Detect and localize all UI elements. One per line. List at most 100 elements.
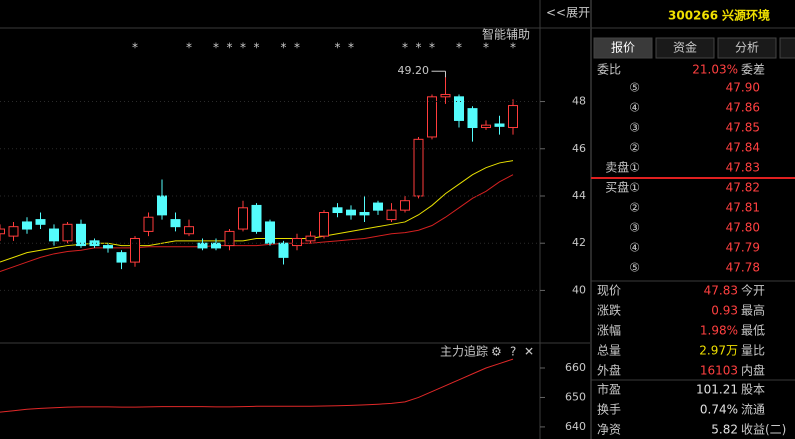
ratio-value: 21.03%: [692, 63, 738, 77]
signal-marker: *: [227, 41, 233, 55]
order-level: ⑤: [629, 261, 640, 275]
candle-body: [292, 237, 302, 247]
stat-value: 16103: [700, 364, 738, 378]
stat-label: 流通: [741, 403, 765, 417]
stat-label: 今开: [741, 283, 765, 298]
candle-body: [278, 242, 289, 258]
stat-label: 量比: [741, 344, 765, 358]
order-price: 47.82: [726, 181, 760, 195]
help-icon[interactable]: ?: [510, 345, 516, 359]
expand-button[interactable]: <<展开: [546, 6, 590, 20]
order-price: 47.84: [726, 141, 760, 155]
signal-marker: *: [335, 41, 341, 55]
order-price: 47.90: [726, 81, 760, 95]
diff-label: 委差: [741, 63, 765, 77]
signal-marker: *: [281, 41, 287, 55]
candle-body: [0, 228, 5, 235]
tab[interactable]: [593, 37, 653, 59]
candle-body: [211, 242, 221, 249]
order-price: 47.79: [726, 241, 760, 255]
assist-label[interactable]: 智能辅助: [482, 27, 530, 42]
signal-marker: *: [213, 41, 219, 55]
settings-icon[interactable]: ⚙: [491, 345, 502, 359]
candle-body: [103, 245, 113, 249]
order-price: 47.85: [726, 121, 760, 135]
order-level: ④: [629, 101, 640, 115]
candle-body: [143, 216, 154, 232]
stat-label: 现价: [597, 284, 621, 298]
candle-body: [170, 219, 181, 228]
stat-label: 涨幅: [597, 323, 621, 338]
signal-marker: *: [483, 41, 489, 55]
stat-label: 收益(二): [741, 423, 786, 437]
candle-body: [386, 209, 397, 221]
tab-label: 资金: [673, 40, 697, 55]
order-price: 47.78: [726, 261, 760, 275]
tab[interactable]: [717, 37, 777, 59]
indicator-title: 主力追踪: [440, 344, 488, 359]
candle-body: [238, 207, 248, 230]
y-tick-label: 660: [565, 361, 586, 374]
plot: [0, 73, 518, 413]
candle-body: [116, 252, 127, 263]
order-price: 47.86: [726, 101, 760, 115]
candle-body: [224, 230, 235, 247]
y-tick-label: 42: [572, 236, 586, 249]
ratio-label: 委比: [597, 63, 621, 77]
candle-body: [332, 207, 343, 214]
y-tick-label: 44: [572, 189, 586, 202]
stat-label: 涨跌: [597, 303, 621, 318]
order-price: 47.81: [726, 201, 760, 215]
candle-body: [265, 221, 275, 244]
candle-body: [22, 221, 32, 230]
stock-code: 300266: [668, 9, 718, 23]
order-level: ④: [629, 241, 640, 255]
stat-value: 2.97万: [699, 344, 738, 358]
order-level: ③: [629, 121, 640, 135]
candle-body: [251, 204, 262, 232]
order-level: ②: [629, 201, 640, 215]
candle-body: [413, 138, 424, 197]
candle-body: [359, 212, 370, 216]
order-level: ③: [629, 221, 640, 235]
stock-name: 兴源环境: [722, 8, 770, 23]
moving-average: [0, 174, 514, 273]
y-tick-label: 48: [572, 95, 586, 108]
stat-value: 1.98%: [700, 324, 738, 338]
tab[interactable]: [655, 37, 715, 59]
order-level: 卖盘①: [605, 160, 640, 175]
candle-body: [62, 223, 73, 242]
close-icon[interactable]: ✕: [524, 345, 534, 359]
candle-body: [400, 200, 410, 211]
stat-value: 5.82: [711, 423, 738, 437]
candle-body: [184, 226, 194, 235]
stat-label: 外盘: [597, 363, 621, 378]
candle-body: [49, 228, 59, 242]
candle-body: [440, 93, 451, 98]
candle-body: [481, 124, 491, 129]
tab-partial[interactable]: [779, 37, 795, 59]
indicator-line: [0, 358, 514, 413]
stat-label: 净资: [597, 423, 621, 437]
y-tick-label: 40: [572, 283, 586, 296]
candle-body: [454, 96, 464, 121]
candle-body: [89, 240, 100, 247]
stat-label: 市盈: [597, 382, 621, 397]
stat-label: 最高: [741, 303, 765, 318]
y-tick-label: 650: [565, 390, 586, 403]
tab-label: 报价: [611, 40, 635, 55]
signal-marker: *: [294, 41, 300, 55]
candle-body: [373, 202, 383, 211]
stat-label: 内盘: [741, 363, 765, 378]
signal-marker: *: [510, 41, 516, 55]
stat-value: 0.74%: [700, 403, 738, 417]
order-price: 47.83: [726, 161, 760, 175]
stat-value: 0.93: [711, 304, 738, 318]
candle-body: [76, 223, 86, 247]
signal-marker: *: [429, 41, 435, 55]
candle-body: [8, 226, 19, 237]
candle-body: [35, 219, 46, 225]
candle-body: [427, 96, 437, 138]
